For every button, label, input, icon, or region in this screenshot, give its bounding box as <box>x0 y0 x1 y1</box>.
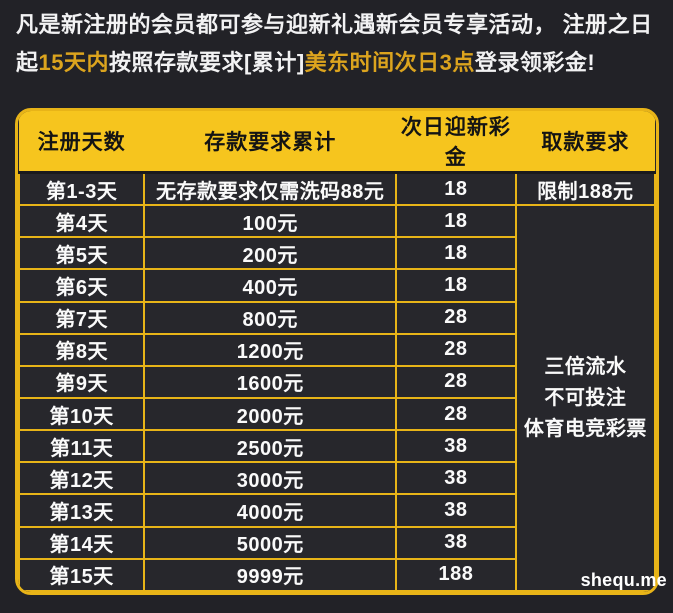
header-register-days: 注册天数 <box>19 111 145 174</box>
table-row: 第12天 3000元 38 <box>18 461 655 496</box>
day-cell: 第6天 <box>18 268 146 303</box>
table-row: 第14天 5000元 38 <box>18 525 655 560</box>
table-row: 第4天 100元 18 三倍流水 不可投注 体育电竞彩票 <box>18 204 656 592</box>
promo-line-2-end: 登录领彩金! <box>474 50 596 75</box>
table-row: 第10天 2000元 28 <box>18 396 655 432</box>
withdraw-note-line: 体育电竞彩票 <box>523 417 647 440</box>
bonus-cell: 38 <box>395 493 517 528</box>
watermark: shequ.me <box>580 570 667 590</box>
day-cell: 第12天 <box>18 461 146 496</box>
withdraw-note-cell: 三倍流水 不可投注 体育电竞彩票 <box>514 204 656 592</box>
bonus-cell: 38 <box>395 429 517 464</box>
header-row: 注册天数 存款要求累计 次日迎新彩金 取款要求 <box>19 111 655 174</box>
deposit-cell: 400元 <box>143 268 398 303</box>
table-row: 第7天 800元 28 <box>18 300 655 335</box>
header-next-day-bonus: 次日迎新彩金 <box>396 111 516 174</box>
withdraw-limit-cell: 限制188元 <box>514 171 656 207</box>
day-cell: 第10天 <box>18 396 146 432</box>
bonus-cell: 18 <box>395 204 517 239</box>
day-cell: 第11天 <box>18 429 146 464</box>
day-cell: 第8天 <box>18 332 146 367</box>
promo-line-2-start: 起 <box>16 50 39 75</box>
bonus-cell: 18 <box>395 236 517 271</box>
promo-line-2-middle: 按照存款要求[累计] <box>109 50 305 75</box>
day-cell: 第9天 <box>18 364 146 400</box>
day-cell: 第15天 <box>18 557 146 592</box>
day-cell: 第14天 <box>18 525 146 560</box>
bonus-table-grid: 注册天数 存款要求累计 次日迎新彩金 取款要求 第1-3天 无存款要求仅需洗码8… <box>18 111 656 592</box>
promo-highlight-time: 美东时间次日3点 <box>304 50 475 75</box>
day-cell: 第4天 <box>18 204 146 239</box>
day-cell: 第7天 <box>18 300 146 335</box>
day-cell: 第13天 <box>18 493 146 528</box>
bonus-cell: 38 <box>395 461 517 496</box>
table-row: 第15天 9999元 188 <box>18 557 655 592</box>
bonus-cell: 28 <box>395 364 517 400</box>
deposit-cell: 800元 <box>143 300 398 335</box>
table-row: 第1-3天 无存款要求仅需洗码88元 18 限制188元 <box>18 171 656 207</box>
bonus-cell: 18 <box>395 268 517 303</box>
withdraw-note-line: 三倍流水 <box>544 355 627 378</box>
deposit-cell: 9999元 <box>143 557 398 592</box>
table-row: 第11天 2500元 38 <box>18 429 655 464</box>
deposit-cell: 200元 <box>143 236 398 271</box>
deposit-cell: 1600元 <box>143 364 398 400</box>
table-row: 第6天 400元 18 <box>18 268 655 303</box>
bonus-cell: 28 <box>395 300 517 335</box>
promo-text: 凡是新注册的会员都可参与迎新礼遇新会员专享活动， 注册之日 起15天内按照存款要… <box>16 6 666 82</box>
table-row: 第9天 1600元 28 <box>18 364 655 400</box>
promo-line-1: 凡是新注册的会员都可参与迎新礼遇新会员专享活动， 注册之日 <box>16 12 653 37</box>
deposit-cell: 1200元 <box>143 332 398 367</box>
bonus-cell: 18 <box>395 171 517 207</box>
bonus-cell: 28 <box>395 332 517 367</box>
bonus-cell: 28 <box>395 396 517 432</box>
deposit-cell: 3000元 <box>143 461 398 496</box>
bonus-table: 注册天数 存款要求累计 次日迎新彩金 取款要求 第1-3天 无存款要求仅需洗码8… <box>15 108 659 595</box>
promo-highlight-days: 15天内 <box>38 50 109 75</box>
table-row: 第13天 4000元 38 <box>18 493 655 528</box>
table-row: 第8天 1200元 28 <box>18 332 655 367</box>
day-cell: 第1-3天 <box>18 171 146 207</box>
deposit-cell: 4000元 <box>143 493 398 528</box>
table-row: 第5天 200元 18 <box>18 236 655 271</box>
deposit-cell: 5000元 <box>143 525 398 560</box>
promo-line-2: 起15天内按照存款要求[累计]美东时间次日3点登录领彩金! <box>16 44 666 82</box>
header-deposit-requirement: 存款要求累计 <box>144 111 397 174</box>
withdraw-note-line: 不可投注 <box>544 386 627 409</box>
header-withdraw-requirement: 取款要求 <box>515 111 655 174</box>
deposit-cell: 2000元 <box>143 396 398 432</box>
deposit-cell: 100元 <box>143 204 398 239</box>
day-cell: 第5天 <box>18 236 146 271</box>
bonus-cell: 38 <box>395 525 517 560</box>
deposit-cell: 2500元 <box>143 429 398 464</box>
deposit-cell: 无存款要求仅需洗码88元 <box>143 171 398 207</box>
bonus-cell: 188 <box>395 557 517 592</box>
